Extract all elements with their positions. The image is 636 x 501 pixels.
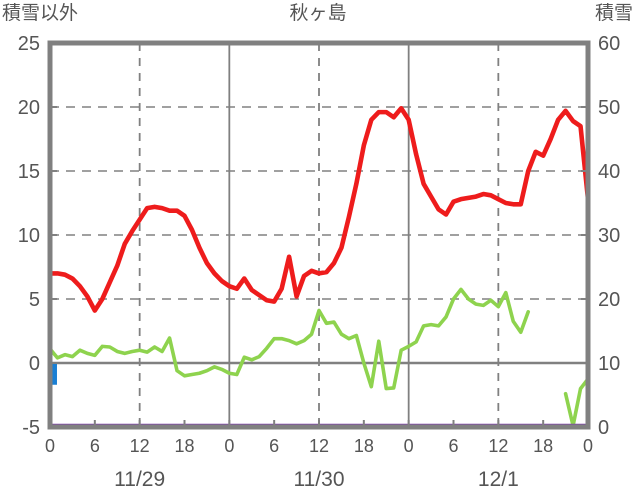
tick-label-left: 20 bbox=[18, 97, 40, 119]
x-date-label: 12/1 bbox=[478, 468, 519, 491]
red-series bbox=[47, 105, 591, 313]
tick-label-left: 10 bbox=[18, 225, 40, 247]
tick-label-right: 50 bbox=[598, 97, 620, 119]
tick-label-right: 20 bbox=[598, 289, 620, 311]
x-date-label: 11/30 bbox=[294, 468, 345, 491]
tick-label-right: 0 bbox=[598, 417, 609, 439]
tick-label-x-hour: 18 bbox=[354, 436, 374, 456]
tick-label-x-hour: 18 bbox=[533, 436, 553, 456]
tick-label-x-hour: 6 bbox=[90, 436, 100, 456]
tick-label-x-hour: 6 bbox=[269, 436, 279, 456]
tick-label-x-hour: 6 bbox=[448, 436, 458, 456]
tick-label-left: 5 bbox=[29, 289, 40, 311]
right-axis-title: 積雪 bbox=[594, 3, 633, 24]
tick-label-right: 30 bbox=[598, 225, 620, 247]
green-series bbox=[563, 377, 590, 428]
tick-label-right: 40 bbox=[598, 161, 620, 183]
tick-label-x-hour: 12 bbox=[130, 436, 150, 456]
tick-label-x-hour: 0 bbox=[45, 436, 55, 456]
tick-label-x-hour: 12 bbox=[488, 436, 508, 456]
x-date-label: 11/29 bbox=[114, 468, 165, 491]
green-series bbox=[48, 287, 531, 391]
tick-label-right: 10 bbox=[598, 353, 620, 375]
tick-label-left: -5 bbox=[22, 417, 40, 439]
tick-label-right: 60 bbox=[598, 33, 620, 55]
tick-label-x-hour: 0 bbox=[404, 436, 414, 456]
tick-label-left: 15 bbox=[18, 161, 40, 183]
blue-bar bbox=[51, 363, 57, 385]
left-axis-title: 積雪以外 bbox=[2, 3, 79, 24]
tick-label-left: 25 bbox=[18, 33, 40, 55]
tick-label-x-hour: 0 bbox=[224, 436, 234, 456]
tick-label-x-hour: 12 bbox=[309, 436, 329, 456]
tick-label-x-hour: 0 bbox=[583, 436, 593, 456]
tick-label-left: 0 bbox=[29, 353, 40, 375]
chart-title: 秋ヶ島 bbox=[289, 3, 347, 24]
tick-label-x-hour: 18 bbox=[174, 436, 194, 456]
grid-layer bbox=[50, 43, 588, 427]
